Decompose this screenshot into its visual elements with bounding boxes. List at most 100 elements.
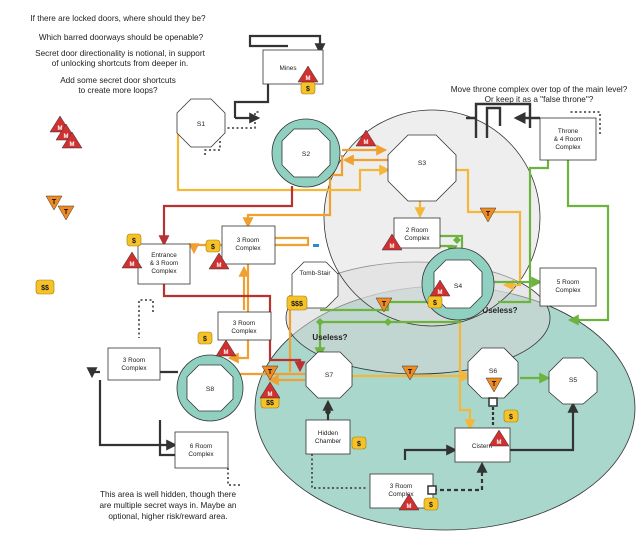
svg-text:2 Room: 2 Room: [406, 227, 428, 234]
stair-s4: S4: [421, 247, 495, 321]
svg-text:Entrance: Entrance: [151, 252, 177, 259]
gold-icon: $: [205, 239, 221, 253]
conn-s2-3room: [242, 155, 344, 229]
svg-text:M: M: [364, 140, 369, 146]
stair-marker-icon: [313, 244, 319, 247]
room-throne: Throne & 4 Room Complex: [539, 117, 597, 161]
svg-text:5 Room: 5 Room: [557, 279, 579, 286]
note-shortcuts-1: Add some secret door shortcuts: [60, 76, 176, 85]
rooms: Mines Entrance & 3 Room Complex 3 Room C…: [107, 49, 597, 509]
conn-throne-dotted: [570, 111, 601, 134]
svg-text:M: M: [70, 142, 75, 148]
gold-icon: $: [351, 436, 367, 450]
svg-text:M: M: [217, 263, 222, 269]
conn-s3-yellow-right: [456, 168, 522, 291]
conn-throne-5room: [566, 160, 610, 326]
svg-text:T: T: [268, 369, 273, 376]
conn-s2-entrance-red: [158, 186, 294, 247]
conn-3room-cistern: [403, 444, 458, 460]
svg-text:Complex: Complex: [188, 451, 214, 458]
svg-text:3 Room: 3 Room: [123, 357, 145, 364]
stair-s2: S2: [271, 118, 341, 188]
svg-text:$: $: [433, 300, 437, 307]
trap-icon: T: [261, 365, 279, 381]
monster-tokens: M M M M M M M M M M M M M: [49, 65, 510, 511]
note-shortcuts-2: to create more loops?: [78, 86, 158, 95]
conn-s8-6room: [158, 420, 175, 457]
stair-s1: S1: [176, 98, 226, 148]
room-3room-a: 3 Room Complex: [221, 225, 276, 265]
note-throne-2: Or keep it as a "false throne"?: [485, 95, 594, 104]
svg-text:Throne: Throne: [558, 128, 579, 135]
svg-text:M: M: [438, 290, 443, 296]
svg-text:Mines: Mines: [279, 65, 296, 72]
svg-text:T: T: [382, 301, 387, 308]
svg-text:$: $: [211, 244, 215, 251]
monster-icon: M: [355, 129, 377, 147]
monster-icon: M: [398, 493, 420, 511]
gold-icon: $$$: [286, 295, 308, 311]
svg-text:$: $: [509, 414, 513, 421]
conn-throne-green-left: [498, 160, 550, 304]
useless-label-right: Useless?: [482, 306, 517, 315]
svg-text:Complex: Complex: [151, 268, 177, 275]
stair-s7: S7: [305, 351, 353, 399]
trap-icon: T: [45, 195, 63, 211]
treasure-tokens: $ $ $ $$ $$$ $ $ $$ $ $ $: [35, 81, 519, 511]
note-hidden-3: optional, higher risk/reward area.: [108, 512, 227, 521]
monster-icon: M: [429, 279, 451, 297]
locked-door-icon: [427, 485, 437, 495]
svg-text:S6: S6: [489, 368, 498, 375]
svg-text:& 4 Room: & 4 Room: [554, 136, 582, 143]
door-markers: [313, 236, 498, 495]
svg-text:3 Room: 3 Room: [237, 237, 259, 244]
useless-label-left: Useless?: [312, 333, 347, 342]
conn-throne-cluster: [466, 102, 540, 138]
note-barred-doorways: Which barred doorways should be openable…: [39, 33, 204, 42]
note-secret-door-2: of unlocking shortcuts from deeper in.: [52, 59, 189, 68]
conn-mines-loop: [248, 34, 326, 55]
gold-icon: $: [300, 81, 316, 95]
svg-text:M: M: [497, 440, 502, 446]
conn-3room-6room: [98, 380, 178, 451]
svg-text:M: M: [306, 76, 311, 82]
svg-text:$$: $$: [41, 285, 49, 292]
svg-text:T: T: [486, 211, 491, 218]
conn-3room-s8: [227, 340, 250, 364]
locked-door-icon: [488, 397, 498, 407]
monster-icon: M: [208, 252, 230, 270]
svg-text:Complex: Complex: [555, 287, 581, 294]
conn-3room-3room: [244, 264, 248, 312]
conn-cistern-s5: [510, 401, 579, 452]
svg-text:Chamber: Chamber: [315, 438, 342, 445]
monster-icon: M: [121, 251, 143, 269]
secret-door-icon: [325, 408, 331, 416]
gold-icon: $: [423, 497, 439, 511]
svg-text:S3: S3: [418, 160, 427, 167]
note-hidden-1: This area is well hidden, though there: [100, 490, 237, 499]
svg-text:Complex: Complex: [555, 144, 581, 151]
notes-bottom-left: This area is well hidden, though there a…: [100, 490, 237, 521]
svg-text:T: T: [492, 381, 497, 388]
svg-text:& 3 Room: & 3 Room: [150, 260, 178, 267]
svg-text:M: M: [268, 392, 273, 398]
svg-text:3 Room: 3 Room: [233, 320, 255, 327]
svg-text:Cistern: Cistern: [472, 443, 493, 450]
svg-text:$: $: [306, 86, 310, 93]
svg-text:Hidden: Hidden: [318, 430, 339, 437]
svg-text:S7: S7: [325, 372, 334, 379]
trap-icon: T: [485, 377, 503, 393]
trap-icon: T: [401, 365, 419, 381]
svg-text:Complex: Complex: [404, 235, 430, 242]
monster-icon: M: [297, 65, 319, 83]
svg-text:6 Room: 6 Room: [190, 443, 212, 450]
gold-icon: $$: [35, 279, 55, 295]
secret-door-icon: [453, 236, 461, 244]
svg-text:T: T: [52, 199, 57, 206]
monster-icon: M: [488, 429, 510, 447]
svg-text:$: $: [132, 238, 136, 245]
room-hidden-chamber: Hidden Chamber: [305, 419, 351, 455]
room-2room: 2 Room Complex: [393, 217, 441, 249]
svg-text:$: $: [429, 502, 433, 509]
